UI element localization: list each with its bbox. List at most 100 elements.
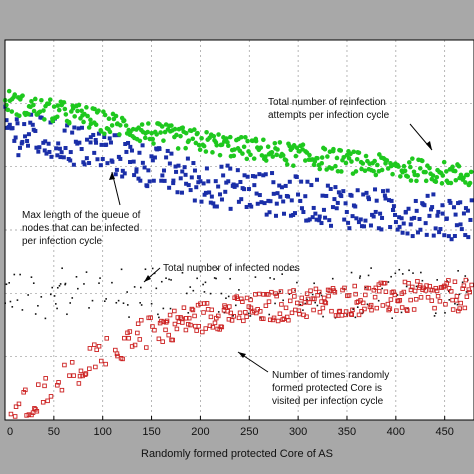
point-queue: [437, 230, 442, 235]
point-queue: [201, 181, 206, 186]
point-queue: [7, 122, 12, 127]
point-queue: [383, 196, 388, 201]
point-queue: [219, 197, 224, 202]
point-visited: [194, 328, 199, 333]
point-reinfection: [463, 180, 468, 185]
point-visited: [362, 306, 367, 312]
point-reinfection: [375, 162, 380, 168]
point-reinfection: [197, 147, 203, 153]
point-queue: [451, 205, 456, 210]
point-visited: [192, 313, 197, 319]
point-reinfection: [51, 104, 57, 109]
point-queue: [252, 183, 257, 188]
point-queue: [136, 176, 141, 181]
point-visited: [135, 330, 140, 336]
point-visited: [166, 332, 171, 338]
point-visited: [466, 287, 472, 292]
point-reinfection: [359, 166, 364, 172]
point-queue: [242, 187, 247, 192]
point-reinfection: [174, 132, 179, 138]
point-visited: [415, 278, 420, 284]
point-infected: [165, 277, 167, 279]
point-queue: [254, 191, 259, 196]
point-queue: [79, 125, 84, 130]
point-visited: [240, 299, 245, 304]
point-reinfection: [227, 134, 233, 140]
point-queue: [325, 183, 330, 188]
point-visited: [413, 297, 419, 302]
point-infected: [331, 277, 334, 280]
point-queue: [198, 179, 203, 184]
point-reinfection: [17, 113, 22, 119]
point-queue: [271, 191, 276, 196]
point-infected: [49, 293, 52, 296]
point-visited: [183, 327, 189, 333]
point-infected: [356, 306, 359, 308]
point-queue: [259, 200, 264, 205]
point-queue: [468, 217, 473, 222]
point-queue: [436, 209, 441, 214]
point-reinfection: [158, 130, 163, 135]
point-visited: [462, 305, 468, 311]
point-visited: [463, 277, 469, 283]
point-reinfection: [453, 177, 459, 183]
point-queue: [335, 200, 340, 205]
point-reinfection: [195, 130, 200, 136]
point-reinfection: [76, 102, 82, 108]
point-reinfection: [39, 97, 44, 103]
point-queue: [362, 224, 367, 229]
point-infected: [140, 304, 143, 306]
point-queue: [382, 193, 387, 198]
point-infected: [366, 303, 369, 306]
point-reinfection: [384, 158, 390, 163]
point-reinfection: [410, 156, 415, 161]
point-queue: [37, 145, 42, 150]
point-visited: [350, 307, 355, 313]
point-queue: [364, 190, 369, 195]
point-visited: [458, 300, 463, 306]
point-queue: [167, 161, 172, 166]
point-visited: [322, 299, 328, 305]
point-infected: [59, 283, 62, 285]
point-reinfection: [423, 178, 429, 184]
point-infected: [5, 283, 8, 286]
point-reinfection: [26, 111, 31, 117]
point-infected: [9, 300, 12, 303]
point-queue: [389, 198, 394, 203]
point-queue: [339, 194, 344, 199]
point-reinfection: [86, 125, 92, 130]
point-queue: [203, 190, 208, 195]
point-visited: [263, 303, 269, 308]
point-queue: [178, 176, 183, 181]
point-visited: [12, 414, 18, 419]
point-visited: [56, 380, 61, 385]
point-visited: [356, 312, 362, 318]
point-infected: [229, 277, 231, 280]
point-infected: [461, 281, 464, 284]
point-reinfection: [88, 117, 93, 123]
point-reinfection: [343, 160, 349, 166]
point-queue: [405, 231, 410, 236]
point-reinfection: [75, 108, 80, 114]
point-reinfection: [325, 154, 330, 159]
point-queue: [304, 218, 309, 223]
point-visited: [368, 302, 374, 308]
point-visited: [364, 285, 369, 291]
point-visited: [104, 336, 109, 341]
point-queue: [36, 149, 41, 154]
point-reinfection: [70, 106, 76, 111]
point-reinfection: [190, 136, 196, 142]
point-visited: [257, 309, 263, 314]
point-queue: [129, 148, 134, 153]
point-queue: [14, 117, 19, 122]
point-queue: [98, 163, 103, 168]
point-infected: [99, 277, 101, 279]
point-queue: [68, 158, 73, 163]
point-reinfection: [354, 156, 360, 162]
point-visited: [289, 310, 295, 316]
point-visited: [469, 282, 474, 288]
point-queue: [162, 168, 167, 173]
point-reinfection: [231, 153, 237, 159]
point-queue: [63, 146, 68, 151]
point-infected: [282, 299, 284, 302]
